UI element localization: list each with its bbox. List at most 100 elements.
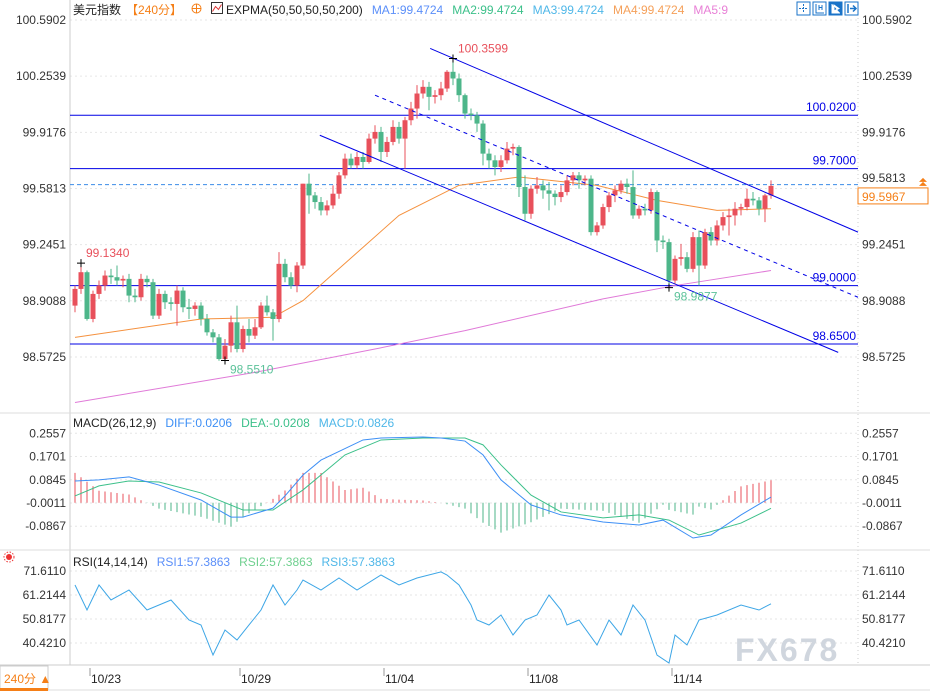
period-button-label: 240分 ▲ [4, 672, 51, 686]
moving-averages [74, 176, 772, 403]
period-button[interactable]: 240分 ▲ [0, 665, 51, 691]
rsi1-value: RSI1:57.3863 [156, 555, 231, 569]
candle-down [180, 290, 186, 308]
macd-tick-label: 0.0845 [862, 473, 899, 487]
rsi-tick-label: 50.8177 [23, 612, 67, 626]
low-price-label: 98.9877 [674, 290, 718, 304]
candle-up [510, 146, 516, 149]
candle-up [252, 327, 258, 336]
candle-down [684, 257, 690, 269]
candle-down [696, 237, 702, 266]
horizontal-level-label: 99.0000 [813, 271, 857, 285]
candle-down [198, 305, 204, 319]
candle-up [678, 257, 684, 259]
candle-down [624, 183, 630, 188]
candle-up [366, 138, 372, 162]
candle-down [450, 71, 456, 79]
candle-up [228, 322, 234, 346]
indicator-name: EXPMA(50,50,50,50,200) [226, 2, 363, 17]
candle-down [126, 278, 132, 296]
candle-up [534, 185, 540, 189]
candle-down [168, 302, 174, 304]
candle-down [750, 198, 756, 201]
extreme-marker [77, 259, 85, 268]
trend-line-solid [319, 134, 839, 353]
price-annotations: 99.1340 100.3599 98.5510 98.9877 [77, 41, 718, 377]
candle-down [162, 293, 168, 303]
candle-up [276, 263, 282, 319]
candle-down [654, 192, 660, 241]
range-icon[interactable] [812, 1, 827, 16]
y-tick-label: 100.5902 [862, 13, 912, 27]
candle-up [300, 183, 306, 266]
candle-down [552, 193, 558, 198]
exit-icon[interactable] [844, 1, 859, 16]
candle-down [186, 307, 192, 309]
last-price-box [857, 187, 929, 205]
candle-up [156, 293, 162, 316]
ema200-line [74, 270, 772, 403]
candle-down [588, 178, 594, 233]
candle-down [492, 160, 498, 167]
y-axis-left: 100.5902 100.2539 99.9176 99.5813 99.2451 98.… [16, 13, 66, 650]
macd-tick-label: 0.1701 [29, 450, 66, 464]
candle-down [642, 208, 648, 211]
candle-down [456, 78, 462, 96]
trend-line-solid [430, 47, 859, 233]
ma2-value: MA2:99.4724 [452, 2, 524, 17]
candle-up [240, 328, 246, 350]
rsi-tick-label: 71.6110 [862, 564, 905, 578]
candle-up [192, 305, 198, 309]
candle-up [600, 207, 606, 226]
rsi-panel [74, 571, 772, 664]
add-indicator-icon[interactable] [191, 3, 202, 17]
rsi2-value: RSI2:57.3863 [239, 555, 313, 569]
chart-header: 美元指数 【240分】 EXPMA(50,50,50,50,200) MA1:9… [73, 2, 728, 17]
candle-up [636, 208, 642, 216]
x-tick-label: 10/29 [241, 672, 271, 686]
candle-down [378, 131, 384, 152]
ma1-value: MA1:99.4724 [371, 2, 444, 17]
candle-down [234, 322, 240, 350]
candle-down [666, 242, 672, 281]
candle-down [540, 185, 546, 191]
settings-sun-icon[interactable] [3, 551, 15, 563]
trend-line-dashed [374, 94, 859, 298]
candle-down [462, 95, 468, 114]
candle-down [360, 156, 366, 162]
candle-up [528, 188, 534, 214]
candle-up [72, 288, 78, 306]
candle-down [708, 232, 714, 241]
horizontal-level-label: 98.6500 [813, 329, 857, 343]
candle-up [618, 183, 624, 191]
y-tick-label: 98.9088 [23, 294, 67, 308]
play-icon[interactable] [828, 1, 843, 16]
candle-up [78, 272, 84, 289]
period-label[interactable]: 【240分】 [126, 2, 183, 17]
macd-panel [74, 436, 772, 539]
candle-down [426, 86, 432, 97]
crosshair-icon[interactable] [796, 1, 811, 16]
indicator-chart-icon[interactable] [211, 2, 224, 17]
horizontal-level-label: 99.7000 [813, 154, 857, 168]
candle-down [576, 175, 582, 181]
macd-macd-value: MACD:0.0826 [318, 416, 395, 430]
y-tick-label: 100.2539 [862, 69, 912, 83]
candle-up [570, 175, 576, 181]
x-tick-label: 11/08 [529, 672, 558, 686]
candle-up [336, 175, 342, 194]
horizontal-level-label: 100.0200 [806, 100, 856, 114]
price-alert-icon [919, 177, 927, 186]
candle-down [132, 295, 138, 298]
candle-up [390, 126, 396, 142]
macd-diff-value: DIFF:0.0206 [165, 416, 233, 430]
y-tick-label: 98.5725 [862, 350, 906, 364]
macd-tick-label: -0.0867 [25, 519, 66, 533]
candle-up [444, 71, 450, 89]
candle-up [432, 95, 438, 97]
candle-up [438, 88, 444, 96]
macd-tick-label: -0.0011 [862, 496, 902, 510]
candle-down [288, 277, 294, 286]
